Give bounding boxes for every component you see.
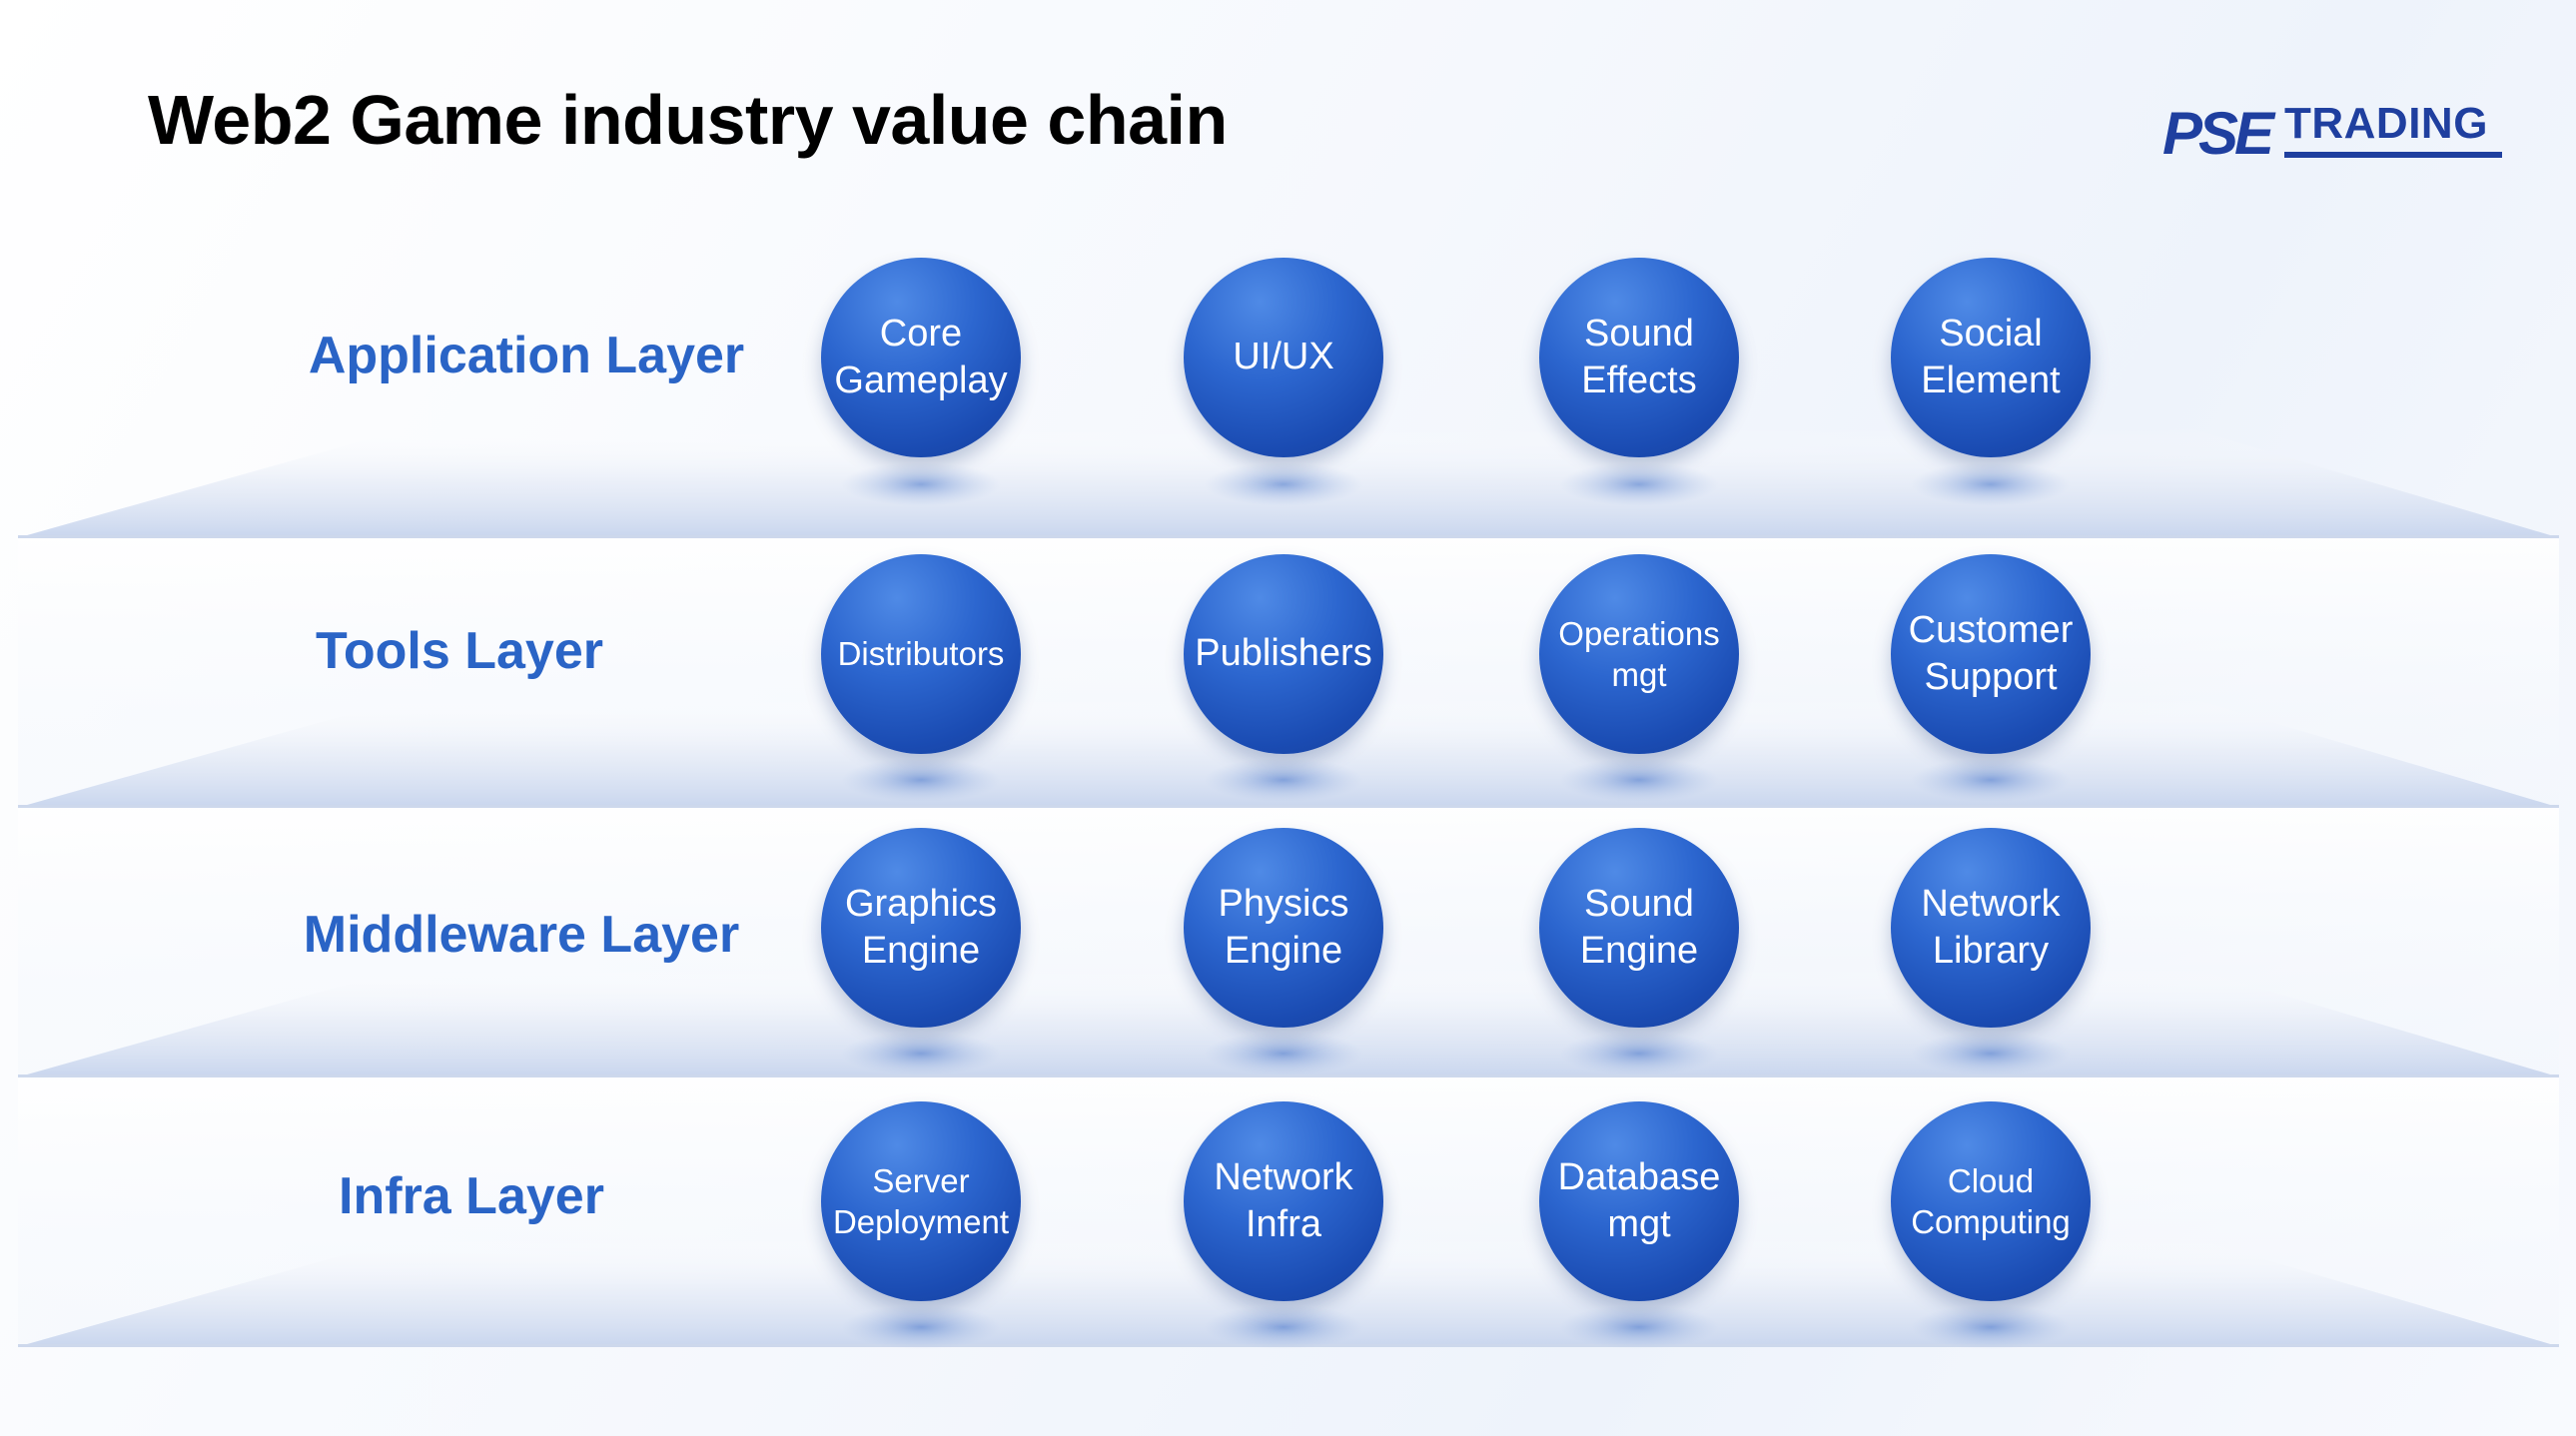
layer-label-middleware: Middleware Layer — [303, 906, 740, 964]
node-sound-effects: Sound Effects — [1539, 258, 1739, 457]
node-core-gameplay: Core Gameplay — [821, 258, 1021, 457]
logo-word: TRADING — [2284, 99, 2488, 148]
node-reflections — [841, 462, 2071, 1349]
logo-mark: PSE — [2162, 100, 2274, 167]
node-server-deployment: Server Deployment — [821, 1101, 1021, 1301]
node-publishers: Publishers — [1184, 554, 1383, 754]
layer-label-application: Application Layer — [308, 327, 745, 384]
node-operations-mgt: Operations mgt — [1539, 554, 1739, 754]
node-graphics-engine: Graphics Engine — [821, 828, 1021, 1028]
node-ui-ux: UI/UX — [1184, 258, 1383, 457]
node-network-infra: Network Infra — [1184, 1101, 1383, 1301]
node-network-library: Network Library — [1891, 828, 2091, 1028]
page-title: Web2 Game industry value chain — [148, 81, 1228, 159]
node-database-mgt: Database mgt — [1539, 1101, 1739, 1301]
layer-label-infra: Infra Layer — [339, 1167, 604, 1225]
node-social-element: Social Element — [1891, 258, 2091, 457]
node-customer-support: Customer Support — [1891, 554, 2091, 754]
pse-trading-logo: PSE TRADING — [2162, 98, 2502, 168]
node-cloud-computing: Cloud Computing — [1891, 1101, 2091, 1301]
node-sound-engine: Sound Engine — [1539, 828, 1739, 1028]
logo-underline — [2284, 152, 2502, 158]
node-distributors: Distributors — [821, 554, 1021, 754]
layer-label-tools: Tools Layer — [315, 622, 603, 680]
node-physics-engine: Physics Engine — [1184, 828, 1383, 1028]
